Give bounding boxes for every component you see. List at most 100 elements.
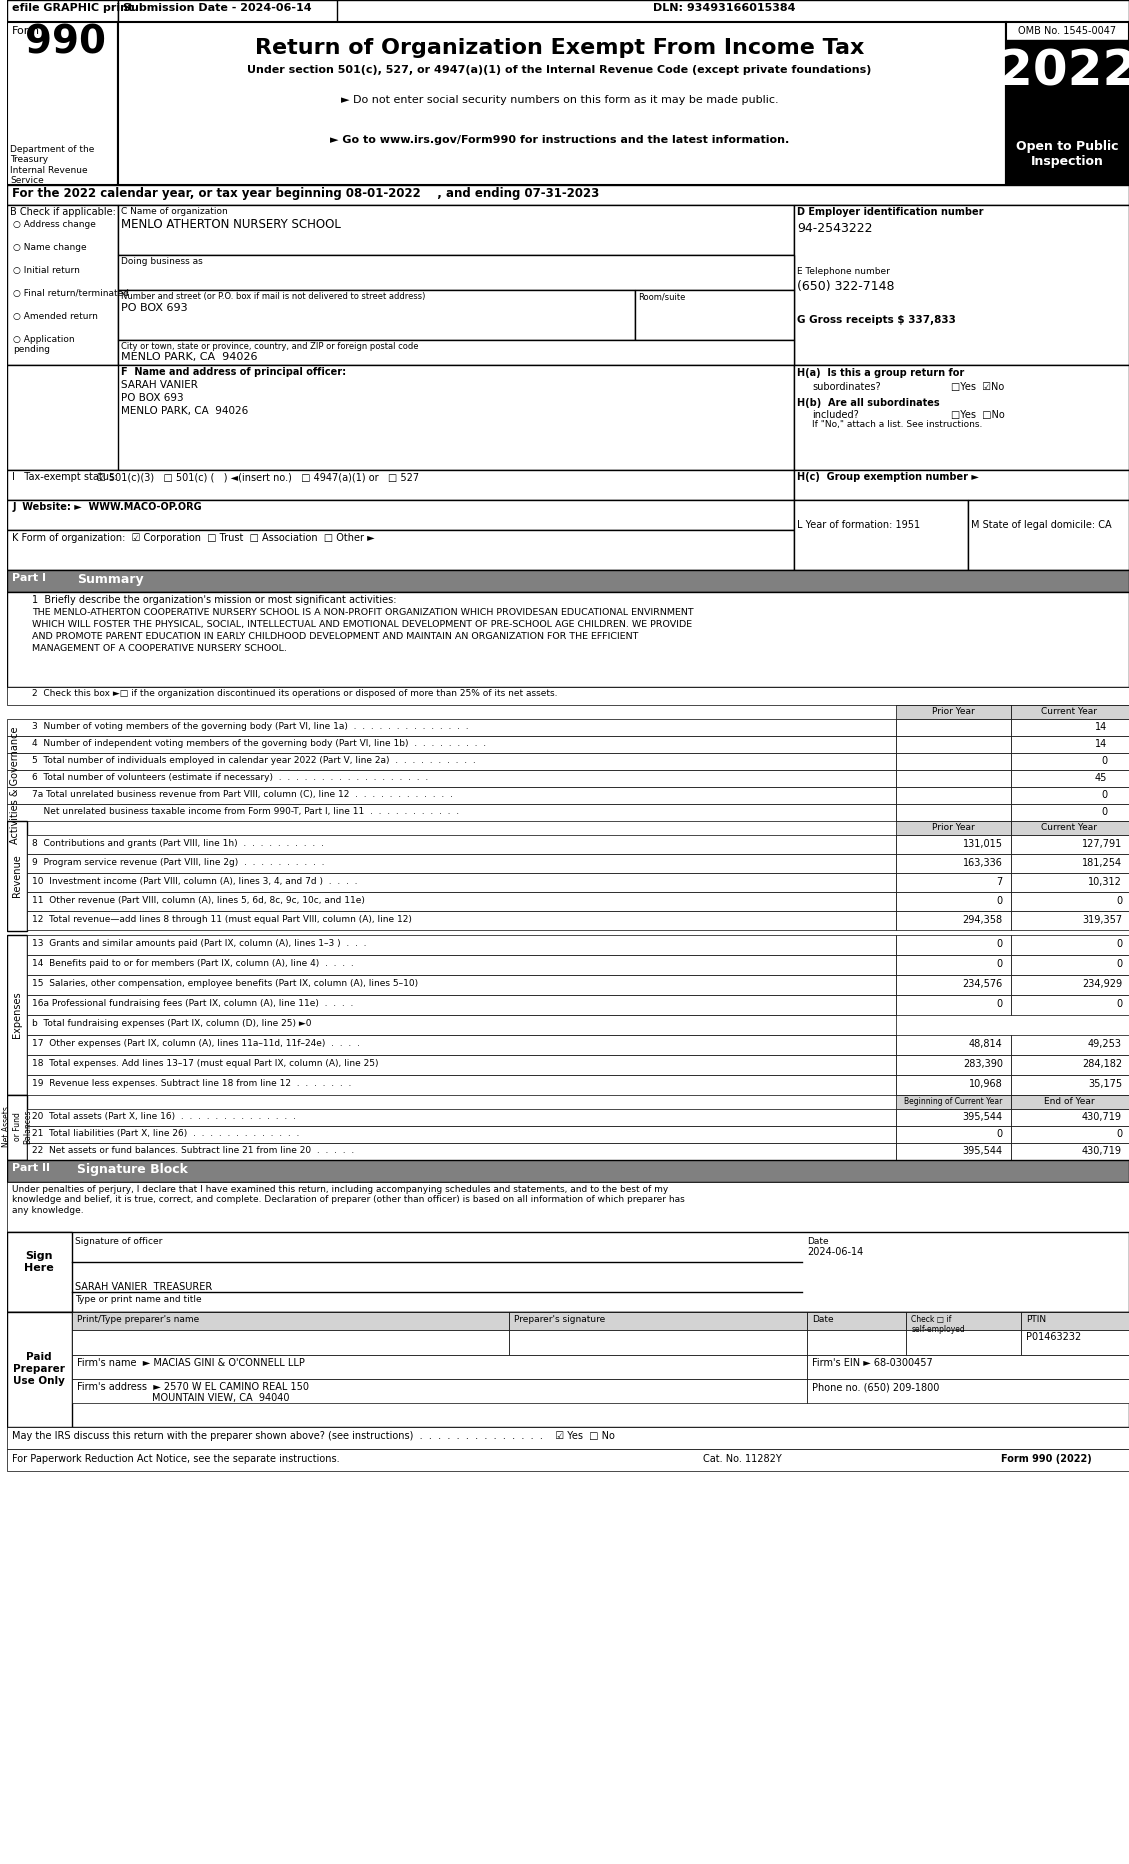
Text: Beginning of Current Year: Beginning of Current Year — [904, 1098, 1003, 1105]
Text: Doing business as: Doing business as — [122, 257, 203, 267]
Text: AND PROMOTE PARENT EDUCATION IN EARLY CHILDHOOD DEVELOPMENT AND MAINTAIN AN ORGA: AND PROMOTE PARENT EDUCATION IN EARLY CH… — [32, 632, 638, 641]
Text: Date: Date — [807, 1238, 829, 1245]
Text: 14  Benefits paid to or for members (Part IX, column (A), line 4)  .  .  .  .: 14 Benefits paid to or for members (Part… — [32, 958, 353, 967]
Bar — [27, 911, 896, 930]
Text: ► Do not enter social security numbers on this form as it may be made public.: ► Do not enter social security numbers o… — [341, 95, 778, 104]
Text: 1  Briefly describe the organization's mission or most significant activities:: 1 Briefly describe the organization's mi… — [32, 595, 396, 606]
Bar — [119, 339, 794, 380]
Bar — [896, 753, 1010, 770]
Bar — [119, 205, 794, 255]
Bar — [7, 770, 896, 787]
Bar — [7, 720, 896, 736]
Text: Under penalties of perjury, I declare that I have examined this return, includin: Under penalties of perjury, I declare th… — [12, 1186, 685, 1215]
Bar — [896, 1035, 1010, 1055]
Bar — [896, 835, 1010, 854]
Bar — [896, 1094, 1010, 1109]
Bar — [896, 705, 1010, 720]
Text: Signature of officer: Signature of officer — [75, 1238, 163, 1245]
Bar — [72, 1331, 509, 1355]
Bar — [1010, 1094, 1129, 1109]
Text: 0: 0 — [997, 1130, 1003, 1139]
Bar — [636, 291, 794, 339]
Text: 395,544: 395,544 — [963, 1146, 1003, 1156]
Text: 294,358: 294,358 — [963, 915, 1003, 925]
Bar — [7, 1312, 1129, 1428]
Bar — [27, 1035, 896, 1055]
Text: MANAGEMENT OF A COOPERATIVE NURSERY SCHOOL.: MANAGEMENT OF A COOPERATIVE NURSERY SCHO… — [32, 643, 287, 652]
Text: 15  Salaries, other compensation, employee benefits (Part IX, column (A), lines : 15 Salaries, other compensation, employe… — [32, 979, 418, 988]
Text: 10,968: 10,968 — [969, 1079, 1003, 1089]
Bar — [1010, 975, 1129, 995]
Bar — [1021, 1331, 1129, 1355]
Bar — [27, 835, 896, 854]
Text: H(b)  Are all subordinates: H(b) Are all subordinates — [797, 399, 939, 408]
Text: ○ Final return/terminated: ○ Final return/terminated — [14, 289, 129, 298]
Bar — [119, 255, 794, 291]
Bar — [7, 0, 119, 22]
Text: E Telephone number: E Telephone number — [797, 267, 890, 276]
Bar — [119, 0, 338, 22]
Text: ○ Application
pending: ○ Application pending — [14, 336, 75, 354]
Text: ☑ 501(c)(3)   □ 501(c) (   ) ◄(insert no.)   □ 4947(a)(1) or   □ 527: ☑ 501(c)(3) □ 501(c) ( ) ◄(insert no.) □… — [97, 472, 419, 483]
Text: Open to Public
Inspection: Open to Public Inspection — [1016, 140, 1119, 168]
Bar — [896, 1126, 1010, 1143]
Bar — [896, 854, 1010, 872]
Text: Under section 501(c), 527, or 4947(a)(1) of the Internal Revenue Code (except pr: Under section 501(c), 527, or 4947(a)(1)… — [247, 65, 872, 75]
Bar — [7, 470, 794, 500]
Text: (650) 322-7148: (650) 322-7148 — [797, 280, 894, 293]
Text: 0: 0 — [997, 939, 1003, 949]
Bar — [27, 1143, 896, 1159]
Bar — [27, 1109, 896, 1126]
Bar — [794, 205, 1129, 365]
Text: 6  Total number of volunteers (estimate if necessary)  .  .  .  .  .  .  .  .  .: 6 Total number of volunteers (estimate i… — [32, 774, 428, 783]
Text: 16a Professional fundraising fees (Part IX, column (A), line 11e)  .  .  .  .: 16a Professional fundraising fees (Part … — [32, 999, 353, 1008]
Bar — [1010, 1109, 1129, 1126]
Bar — [7, 22, 119, 185]
Bar — [7, 1448, 1129, 1471]
Text: 3  Number of voting members of the governing body (Part VI, line 1a)  .  .  .  .: 3 Number of voting members of the govern… — [32, 721, 469, 731]
Bar — [896, 1055, 1010, 1076]
Bar — [7, 1428, 1129, 1448]
Text: If "No," attach a list. See instructions.: If "No," attach a list. See instructions… — [812, 419, 982, 429]
Text: 0: 0 — [997, 897, 1003, 906]
Text: 0: 0 — [1115, 939, 1122, 949]
Bar — [1010, 872, 1129, 893]
Bar — [896, 995, 1010, 1016]
Text: 430,719: 430,719 — [1082, 1113, 1122, 1122]
Text: ○ Amended return: ○ Amended return — [14, 311, 98, 321]
Bar — [807, 1355, 1129, 1379]
Bar — [896, 911, 1010, 930]
Text: H(c)  Group exemption number ►: H(c) Group exemption number ► — [797, 472, 979, 483]
Text: PO BOX 693: PO BOX 693 — [122, 304, 189, 313]
Text: Cat. No. 11282Y: Cat. No. 11282Y — [702, 1454, 781, 1463]
Text: Part II: Part II — [12, 1163, 50, 1172]
Text: 395,544: 395,544 — [963, 1113, 1003, 1122]
Bar — [27, 995, 896, 1016]
Text: 0: 0 — [997, 958, 1003, 969]
Text: 8  Contributions and grants (Part VIII, line 1h)  .  .  .  .  .  .  .  .  .  .: 8 Contributions and grants (Part VIII, l… — [32, 839, 324, 848]
Text: 11  Other revenue (Part VIII, column (A), lines 5, 6d, 8c, 9c, 10c, and 11e): 11 Other revenue (Part VIII, column (A),… — [32, 897, 365, 906]
Text: 990: 990 — [25, 22, 106, 62]
Bar — [7, 185, 1129, 205]
Bar — [72, 1355, 807, 1379]
Text: Firm's EIN ► 68-0300457: Firm's EIN ► 68-0300457 — [812, 1359, 933, 1368]
Text: 2024-06-14: 2024-06-14 — [807, 1247, 864, 1256]
Bar — [7, 529, 794, 570]
Text: Current Year: Current Year — [1041, 824, 1097, 831]
Bar — [7, 593, 1129, 688]
Bar — [119, 365, 794, 470]
Bar — [7, 688, 1129, 705]
Text: 284,182: 284,182 — [1082, 1059, 1122, 1068]
Text: Current Year: Current Year — [1041, 706, 1097, 716]
Bar — [1010, 995, 1129, 1016]
Bar — [1010, 911, 1129, 930]
Bar — [1010, 705, 1129, 720]
Text: I   Tax-exempt status:: I Tax-exempt status: — [12, 472, 117, 483]
Bar — [509, 1331, 807, 1355]
Text: 5  Total number of individuals employed in calendar year 2022 (Part V, line 2a) : 5 Total number of individuals employed i… — [32, 757, 475, 764]
Text: 0: 0 — [1115, 958, 1122, 969]
Bar — [1006, 39, 1129, 134]
Text: 21  Total liabilities (Part X, line 26)  .  .  .  .  .  .  .  .  .  .  .  .  .: 21 Total liabilities (Part X, line 26) .… — [32, 1130, 299, 1139]
Text: 0: 0 — [1115, 999, 1122, 1008]
Text: 163,336: 163,336 — [963, 857, 1003, 869]
